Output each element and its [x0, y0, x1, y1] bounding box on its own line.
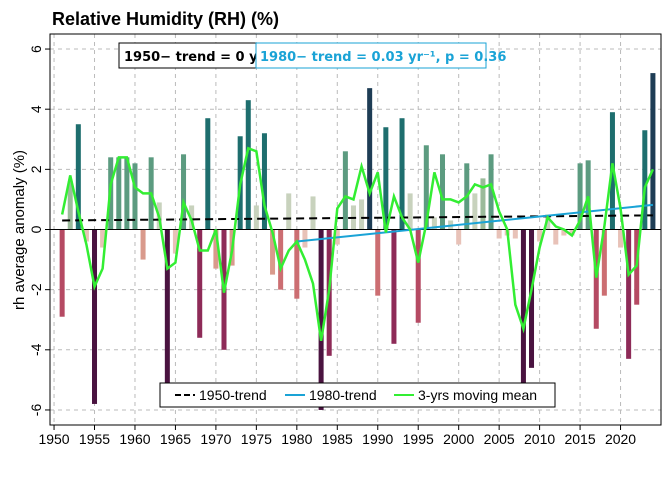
bar-2014 — [569, 229, 575, 236]
bar-2004 — [488, 154, 494, 230]
bar-1970 — [213, 229, 219, 269]
x-tick-label: 2015 — [564, 431, 595, 447]
x-tick-label: 1990 — [362, 431, 393, 447]
bar-1968 — [197, 229, 203, 338]
legend-moving-mean-label: 3-yrs moving mean — [418, 387, 537, 403]
chart-title: Relative Humidity (RH) (%) — [52, 9, 279, 29]
bar-2003 — [480, 178, 486, 230]
bar-1960 — [132, 163, 138, 230]
bar-1992 — [391, 229, 397, 344]
bar-1990 — [375, 229, 381, 296]
bar-1978 — [278, 229, 284, 290]
legend: 1950-trend 1980-trend 3-yrs moving mean — [159, 382, 556, 408]
bar-1955 — [92, 229, 98, 404]
bar-1954 — [83, 229, 89, 242]
bar-2023 — [642, 130, 648, 230]
bar-2000 — [456, 229, 462, 245]
bar-1956 — [100, 229, 106, 248]
y-tick-label: 2 — [28, 165, 44, 173]
bar-1991 — [383, 127, 389, 230]
x-tick-label: 1995 — [403, 431, 434, 447]
bar-1993 — [399, 118, 405, 230]
bar-1996 — [423, 145, 429, 230]
x-tick-label: 1975 — [241, 431, 272, 447]
bar-2018 — [601, 229, 607, 296]
bar-2009 — [529, 229, 535, 368]
x-tick-label: 2020 — [605, 431, 636, 447]
bar-1977 — [270, 229, 276, 275]
bar-1979 — [286, 193, 292, 230]
x-tick-label: 1950 — [38, 431, 69, 447]
bar-2013 — [561, 229, 567, 236]
bar-1989 — [367, 88, 373, 230]
bar-1961 — [140, 229, 146, 260]
x-axis-ticks: 1950 1955 1960 1965 1970 1975 1980 1985 1990 1995… — [38, 425, 636, 447]
bar-1966 — [181, 154, 187, 230]
y-axis-label: rh average anomaly (%) — [11, 150, 28, 310]
legend-1980-label: 1980-trend — [309, 387, 377, 403]
bar-1951 — [59, 229, 65, 317]
bar-1975 — [253, 205, 259, 230]
bar-2005 — [496, 229, 502, 239]
x-tick-label: 2010 — [524, 431, 555, 447]
bar-1995 — [415, 229, 421, 323]
y-axis-ticks: -6 -4 -2 0 2 4 6 — [28, 45, 50, 416]
bar-1981 — [302, 229, 308, 248]
x-tick-label: 2000 — [443, 431, 474, 447]
bar-1994 — [407, 193, 413, 230]
bar-1964 — [164, 229, 170, 386]
bar-1983 — [318, 229, 324, 410]
legend-1950-label: 1950-trend — [199, 387, 267, 403]
bar-2017 — [593, 229, 599, 329]
bar-1965 — [172, 229, 178, 254]
bar-2016 — [585, 160, 591, 230]
moving-mean-line — [60, 146, 655, 341]
bar-2002 — [472, 193, 478, 230]
bar-2015 — [577, 163, 583, 230]
bar-1980 — [294, 229, 300, 299]
x-tick-label: 1955 — [79, 431, 110, 447]
x-tick-label: 2005 — [484, 431, 515, 447]
bar-2008 — [520, 229, 526, 383]
bar-2012 — [553, 229, 559, 245]
bar-1958 — [116, 157, 122, 230]
y-tick-label: -4 — [28, 343, 44, 356]
bar-1986 — [342, 151, 348, 230]
bar-1974 — [245, 100, 251, 230]
y-tick-label: 0 — [28, 225, 44, 233]
bar-2024 — [650, 73, 656, 230]
x-tick-label: 1960 — [119, 431, 150, 447]
y-tick-label: -2 — [28, 283, 44, 296]
trend-lines — [60, 146, 655, 341]
y-tick-label: 6 — [28, 45, 44, 53]
bar-2020 — [618, 229, 624, 248]
bar-1959 — [124, 157, 130, 230]
x-tick-label: 1970 — [200, 431, 231, 447]
x-tick-label: 1965 — [160, 431, 191, 447]
bar-1969 — [205, 118, 211, 230]
x-tick-label: 1985 — [322, 431, 353, 447]
bar-2007 — [512, 229, 518, 239]
bar-2021 — [626, 229, 632, 359]
x-tick-label: 1980 — [281, 431, 312, 447]
trend-1980-line — [296, 203, 654, 243]
svg-text:1980− trend = 0.03 yr⁻¹, p = 0: 1980− trend = 0.03 yr⁻¹, p = 0.36 — [260, 50, 506, 65]
bar-1952 — [67, 181, 73, 230]
bar-1988 — [359, 199, 365, 230]
bars — [59, 73, 656, 410]
bar-1976 — [261, 133, 267, 230]
bar-1998 — [439, 154, 446, 230]
bar-1953 — [75, 124, 81, 230]
bar-1982 — [310, 196, 316, 230]
trend-1980-annotation: 1980− trend = 0.03 yr⁻¹, p = 0.36 — [255, 42, 506, 69]
y-tick-label: -6 — [28, 404, 44, 417]
bar-2010 — [537, 229, 543, 242]
y-tick-label: 4 — [28, 105, 44, 113]
bar-1997 — [431, 217, 437, 230]
